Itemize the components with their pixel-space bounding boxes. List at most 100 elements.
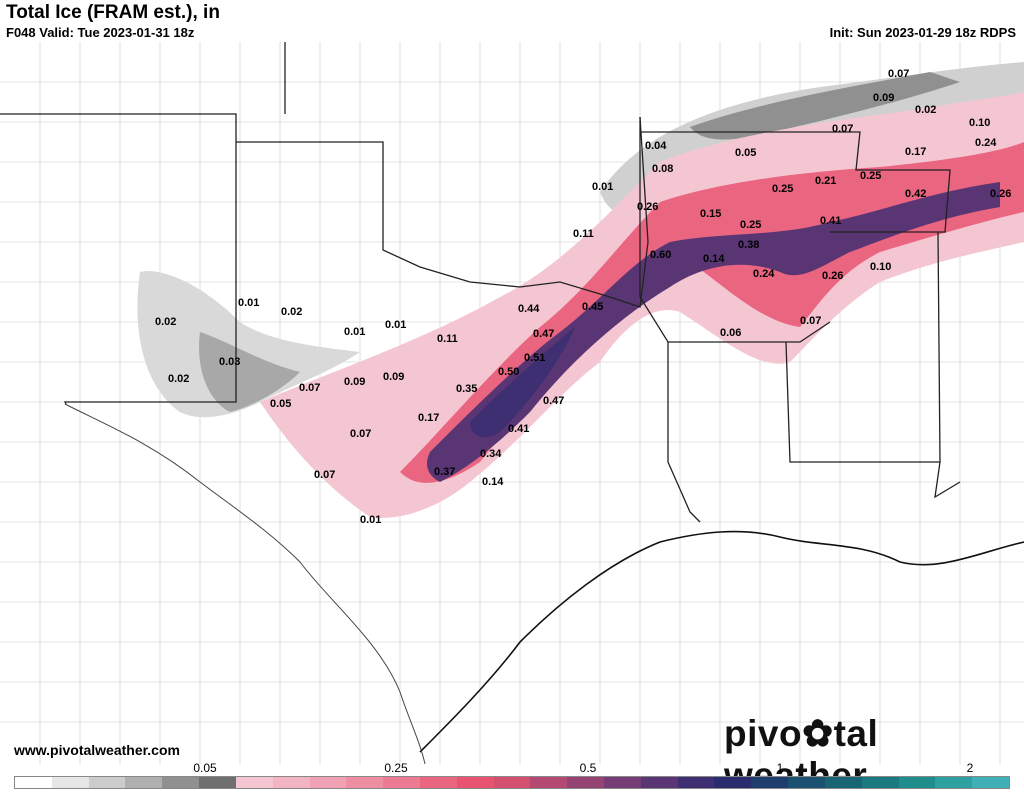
- colorbar-tick: 2: [966, 761, 974, 775]
- value-label: 0.07: [299, 382, 320, 394]
- value-label: 0.60: [650, 249, 671, 261]
- value-label: 0.41: [508, 423, 529, 435]
- value-label: 0.25: [860, 170, 881, 182]
- value-label: 0.14: [703, 253, 725, 265]
- value-label: 0.03: [219, 356, 240, 368]
- colorbar-tick: 1: [776, 761, 784, 775]
- value-label: 0.09: [344, 376, 365, 388]
- value-label: 0.01: [592, 181, 613, 193]
- colorbar-swatch: [383, 777, 420, 788]
- brand-logo: pivo✿tal weather: [724, 712, 1024, 797]
- value-label: 0.47: [533, 328, 554, 340]
- value-label: 0.02: [155, 316, 176, 328]
- colorbar-ticks: 0.05 0.25 0.5 1 2: [0, 761, 1024, 775]
- value-label: 0.10: [870, 261, 891, 273]
- value-label: 0.45: [582, 301, 603, 313]
- value-label: 0.02: [281, 306, 302, 318]
- website-url[interactable]: www.pivotalweather.com: [14, 742, 180, 758]
- colorbar-swatch: [272, 777, 310, 788]
- colorbar-swatch: [604, 777, 641, 788]
- colorbar-swatch: [235, 777, 273, 788]
- colorbar-swatch: [677, 777, 715, 788]
- colorbar-swatch: [751, 777, 789, 788]
- value-label: 0.25: [740, 219, 761, 231]
- value-label: 0.24: [753, 268, 775, 280]
- value-label: 0.04: [645, 140, 667, 152]
- colorbar-swatch: [640, 777, 678, 788]
- colorbar-swatch: [898, 777, 936, 788]
- value-label: 0.09: [873, 92, 894, 104]
- value-label: 0.02: [915, 104, 936, 116]
- value-label: 0.01: [344, 326, 365, 338]
- colorbar-swatch: [493, 777, 531, 788]
- colorbar-swatch: [419, 777, 457, 788]
- value-label: 0.24: [975, 137, 997, 149]
- value-label: 0.07: [800, 315, 821, 327]
- colorbar-swatch: [824, 777, 862, 788]
- value-label: 0.07: [350, 428, 371, 440]
- value-label: 0.37: [434, 466, 455, 478]
- value-label: 0.51: [524, 352, 545, 364]
- value-label: 0.01: [360, 514, 381, 526]
- colorbar-swatch: [714, 777, 752, 788]
- colorbar: [14, 776, 1010, 789]
- value-label: 0.41: [820, 215, 841, 227]
- value-label: 0.01: [385, 319, 406, 331]
- gulf-coastline: [419, 530, 1024, 753]
- value-label: 0.02: [168, 373, 189, 385]
- value-label: 0.34: [480, 448, 502, 460]
- value-label: 0.09: [383, 371, 404, 383]
- colorbar-tick: 0.5: [579, 761, 597, 775]
- value-label: 0.11: [437, 333, 458, 345]
- colorbar-swatch: [15, 777, 52, 788]
- colorbar-swatch: [162, 777, 200, 788]
- ice-shading: [137, 62, 1024, 518]
- colorbar-swatch: [51, 777, 89, 788]
- value-label: 0.38: [738, 239, 759, 251]
- value-label: 0.21: [815, 175, 836, 187]
- colorbar-tick: 0.25: [384, 761, 408, 775]
- value-label: 0.10: [969, 117, 990, 129]
- value-label: 0.11: [573, 228, 594, 240]
- brand-text-left: pivo: [724, 713, 803, 754]
- colorbar-swatch: [861, 777, 899, 788]
- colorbar-swatch: [88, 777, 126, 788]
- colorbar-swatch: [309, 777, 347, 788]
- gear-icon: ✿: [802, 713, 834, 754]
- colorbar-swatch: [788, 777, 825, 788]
- colorbar-swatch: [125, 777, 163, 788]
- ice-accumulation-map: 0.07 0.09 0.02 0.10 0.24 0.07 0.17 0.25 …: [0, 42, 1024, 764]
- mexico-border: [64, 403, 426, 764]
- value-label: 0.01: [238, 297, 259, 309]
- brand-text-right: tal weather: [724, 713, 879, 796]
- value-label: 0.44: [518, 303, 540, 315]
- colorbar-swatch: [456, 777, 494, 788]
- value-labels: 0.07 0.09 0.02 0.10 0.24 0.07 0.17 0.25 …: [155, 68, 1011, 526]
- value-label: 0.07: [888, 68, 909, 80]
- value-label: 0.50: [498, 366, 519, 378]
- colorbar-swatch: [199, 777, 236, 788]
- state-borders: [0, 42, 961, 523]
- value-label: 0.26: [822, 270, 843, 282]
- colorbar-swatch: [346, 777, 384, 788]
- value-label: 0.17: [905, 146, 926, 158]
- value-label: 0.47: [543, 395, 564, 407]
- init-time: Init: Sun 2023-01-29 18z RDPS: [829, 25, 1016, 40]
- value-label: 0.26: [990, 188, 1011, 200]
- value-label: 0.07: [832, 123, 853, 135]
- colorbar-swatch: [530, 777, 568, 788]
- value-label: 0.15: [700, 208, 721, 220]
- colorbar-swatch: [935, 777, 973, 788]
- value-label: 0.17: [418, 412, 439, 424]
- value-label: 0.35: [456, 383, 477, 395]
- value-label: 0.14: [482, 476, 504, 488]
- value-label: 0.26: [637, 201, 658, 213]
- value-label: 0.08: [652, 163, 673, 175]
- valid-time: F048 Valid: Tue 2023-01-31 18z: [6, 25, 195, 40]
- value-label: 0.07: [314, 469, 335, 481]
- colorbar-tick: 0.05: [193, 761, 217, 775]
- value-label: 0.05: [735, 147, 756, 159]
- value-label: 0.42: [905, 188, 926, 200]
- colorbar-swatch: [567, 777, 604, 788]
- value-label: 0.25: [772, 183, 793, 195]
